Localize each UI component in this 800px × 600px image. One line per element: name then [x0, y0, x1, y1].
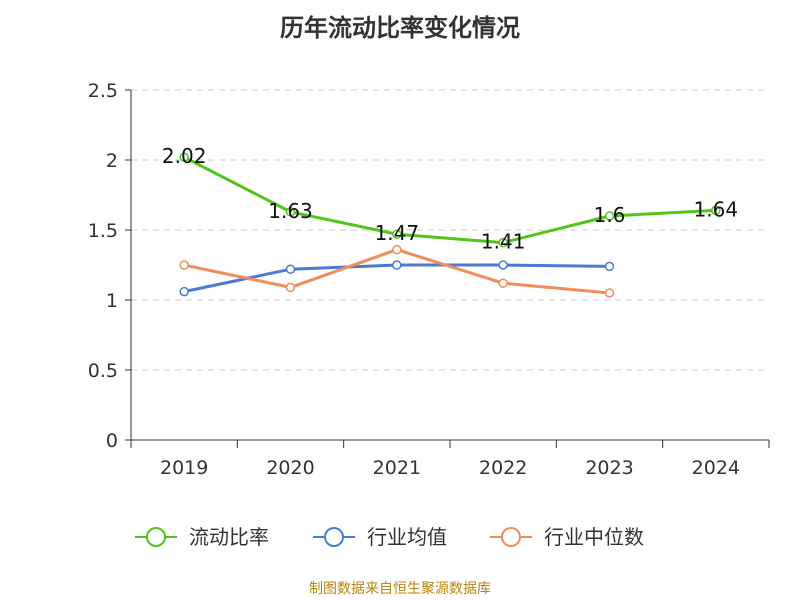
- axes: 0 0.5 1 1.5 2 2.5 2019 2020 2021 2022 2023 2024: [88, 80, 770, 479]
- y-tick-label: 1.5: [88, 220, 118, 242]
- legend[interactable]: 流动比率 行业均值 行业中位数: [135, 525, 644, 549]
- data-point: [285, 207, 296, 217]
- series-line: [183, 248, 610, 295]
- legend-label: 行业均值: [367, 525, 447, 549]
- data-point: [392, 229, 402, 239]
- data-point: [604, 288, 615, 298]
- data-label: 1.6: [594, 203, 626, 227]
- legend-marker: [146, 527, 166, 547]
- x-tick-label: 2023: [585, 457, 633, 479]
- y-tick-label: 0: [106, 430, 118, 452]
- y-tick-label: 2.5: [88, 80, 118, 102]
- legend-marker: [501, 527, 521, 547]
- data-label: 1.63: [268, 199, 313, 223]
- y-tick-label: 2: [106, 150, 118, 172]
- data-point: [285, 264, 296, 274]
- data-point: [285, 282, 296, 293]
- data-point: [498, 278, 508, 288]
- legend-marker: [324, 527, 344, 547]
- x-tick-label: 2020: [266, 457, 314, 479]
- data-point: [179, 286, 189, 297]
- x-tick-label: 2021: [373, 457, 421, 479]
- y-tick-label: 1: [106, 290, 118, 312]
- data-point: [179, 152, 189, 162]
- data-label: 1.41: [481, 230, 526, 254]
- legend-item[interactable]: 行业均值: [313, 525, 447, 549]
- data-label: 1.64: [694, 197, 739, 221]
- data-point: [498, 237, 508, 248]
- x-tick-label: 2024: [692, 457, 740, 479]
- x-tick-label: 2022: [479, 457, 527, 479]
- series-line: [183, 155, 716, 245]
- legend-label: 流动比率: [189, 525, 269, 549]
- x-tick-label: 2019: [160, 457, 208, 479]
- data-point: [711, 205, 721, 216]
- y-tick-label: 0.5: [88, 360, 118, 382]
- source-note: 制图数据来自恒生聚源数据库: [309, 581, 491, 597]
- legend-label: 行业中位数: [544, 525, 644, 549]
- legend-item[interactable]: 流动比率: [135, 525, 269, 549]
- grid-lines: [131, 89, 769, 371]
- data-point: [604, 211, 615, 221]
- data-point: [498, 260, 508, 270]
- chart-title: 历年流动比率变化情况: [280, 14, 520, 42]
- series-lines: [179, 152, 721, 298]
- data-labels: 2.02 1.63 1.47 1.41 1.6 1.64: [162, 144, 738, 253]
- data-label: 1.47: [375, 221, 420, 245]
- data-point: [604, 261, 615, 272]
- data-point: [392, 244, 402, 255]
- data-point: [392, 260, 402, 270]
- data-point: [179, 260, 189, 270]
- data-label: 2.02: [162, 144, 207, 168]
- legend-item[interactable]: 行业中位数: [490, 525, 644, 549]
